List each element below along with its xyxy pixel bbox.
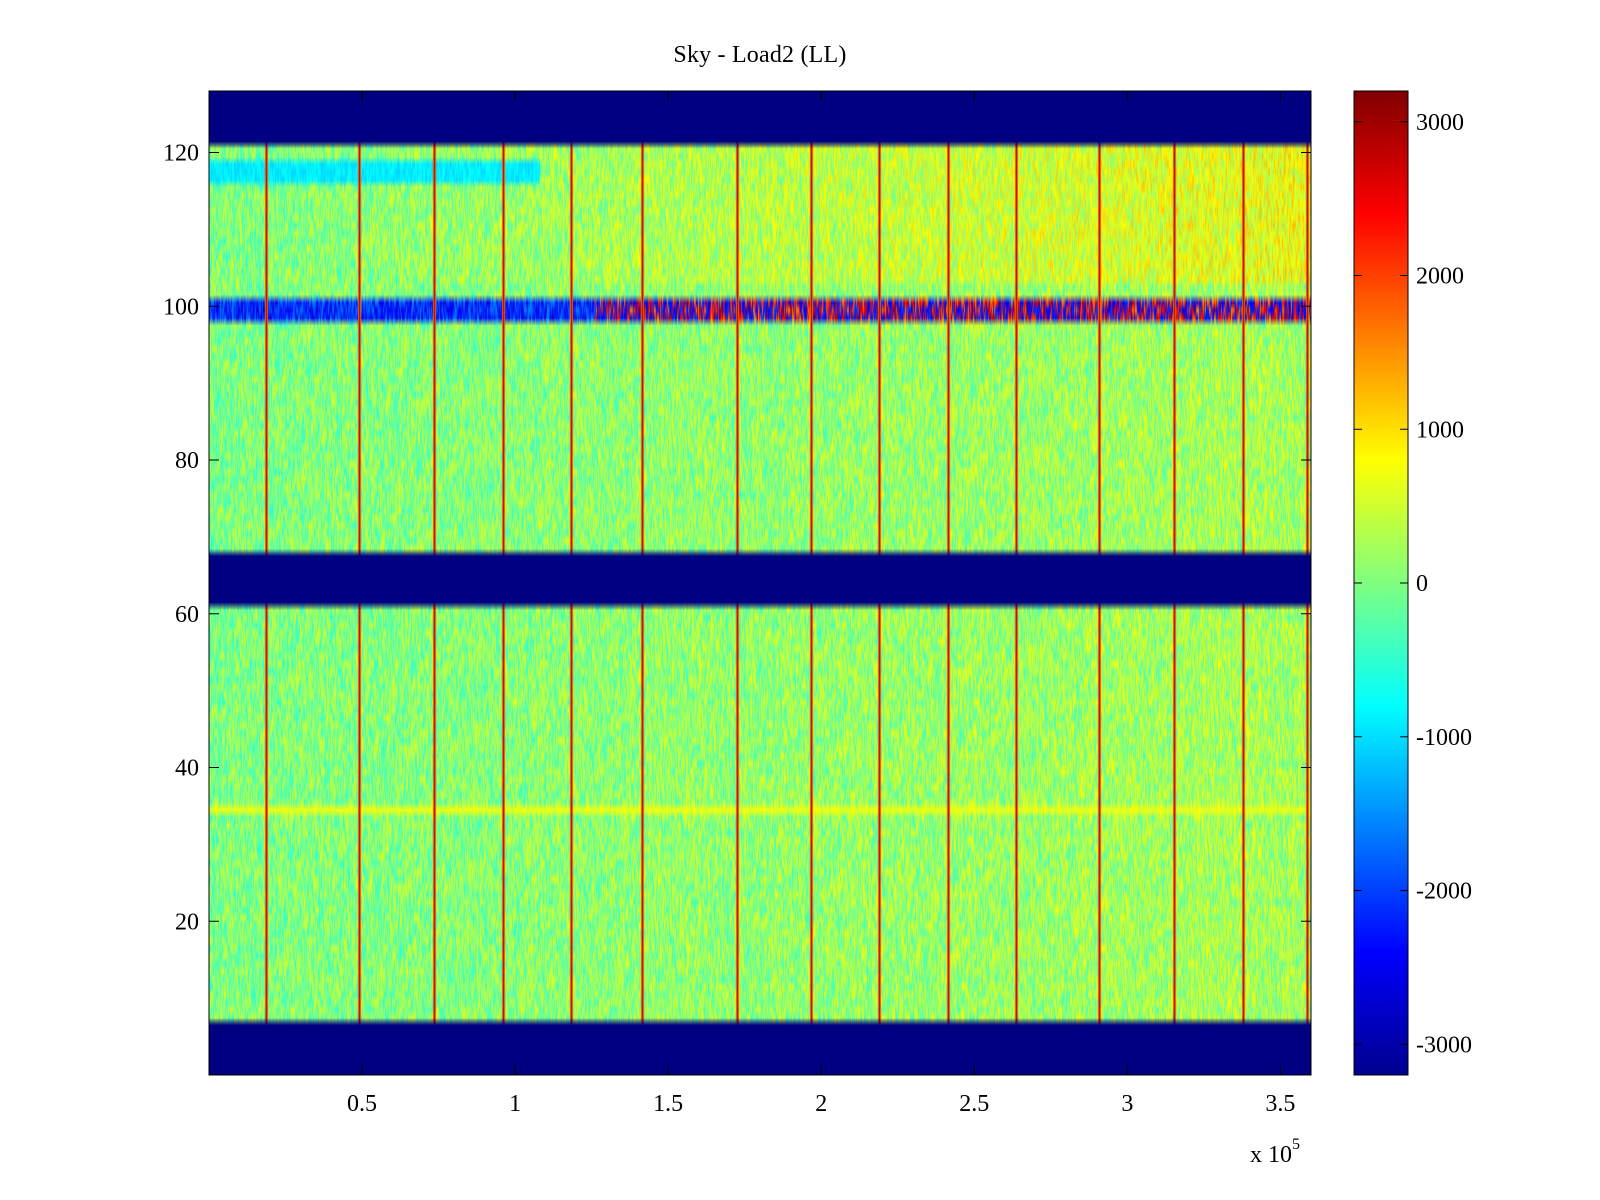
y-tick-label: 60 [175,602,199,628]
y-tick-label: 100 [163,294,199,320]
x-tick-label: 2 [815,1091,827,1117]
x-tick-label: 1 [509,1091,521,1117]
y-tick-label: 80 [175,448,199,474]
x-tick-label: 2.5 [959,1091,989,1117]
x-multiplier-power: 5 [1292,1136,1300,1153]
colorbar: -3000 -2000 -1000 0 1000 2000 3000 [1353,90,1472,1076]
colorbar-tick-label: 2000 [1416,264,1464,290]
colorbar-gradient [1354,91,1408,1075]
plot-frame [208,90,1312,1076]
x-tick-label: 0.5 [347,1091,377,1117]
y-axis: 20 40 60 80 100 120 [163,141,1311,935]
x-tick-label: 3.5 [1265,1091,1295,1117]
colorbar-tick-label: -3000 [1416,1032,1472,1058]
y-tick-label: 40 [175,756,199,782]
y-tick-label: 120 [163,141,199,167]
chart-title: Sky - Load2 (LL) [673,42,847,68]
colorbar-tick-label: 3000 [1416,110,1464,136]
y-tick-label: 20 [175,909,199,935]
x-axis: 0.5 1 1.5 2 2.5 3 3.5 [347,91,1295,1117]
x-tick-label: 1.5 [653,1091,683,1117]
heatmap-image [209,91,1311,1075]
colorbar-tick-label: -1000 [1416,725,1472,751]
x-axis-multiplier: x 105 [1250,1136,1300,1169]
colorbar-ticks: -3000 -2000 -1000 0 1000 2000 3000 [1354,110,1472,1058]
colorbar-tick-label: 1000 [1416,417,1464,443]
colorbar-tick-label: -2000 [1416,879,1472,905]
heatmap-layer [209,91,1311,1075]
colorbar-tick-label: 0 [1416,571,1428,597]
x-multiplier-base: x 10 [1250,1142,1292,1168]
x-tick-label: 3 [1121,1091,1133,1117]
